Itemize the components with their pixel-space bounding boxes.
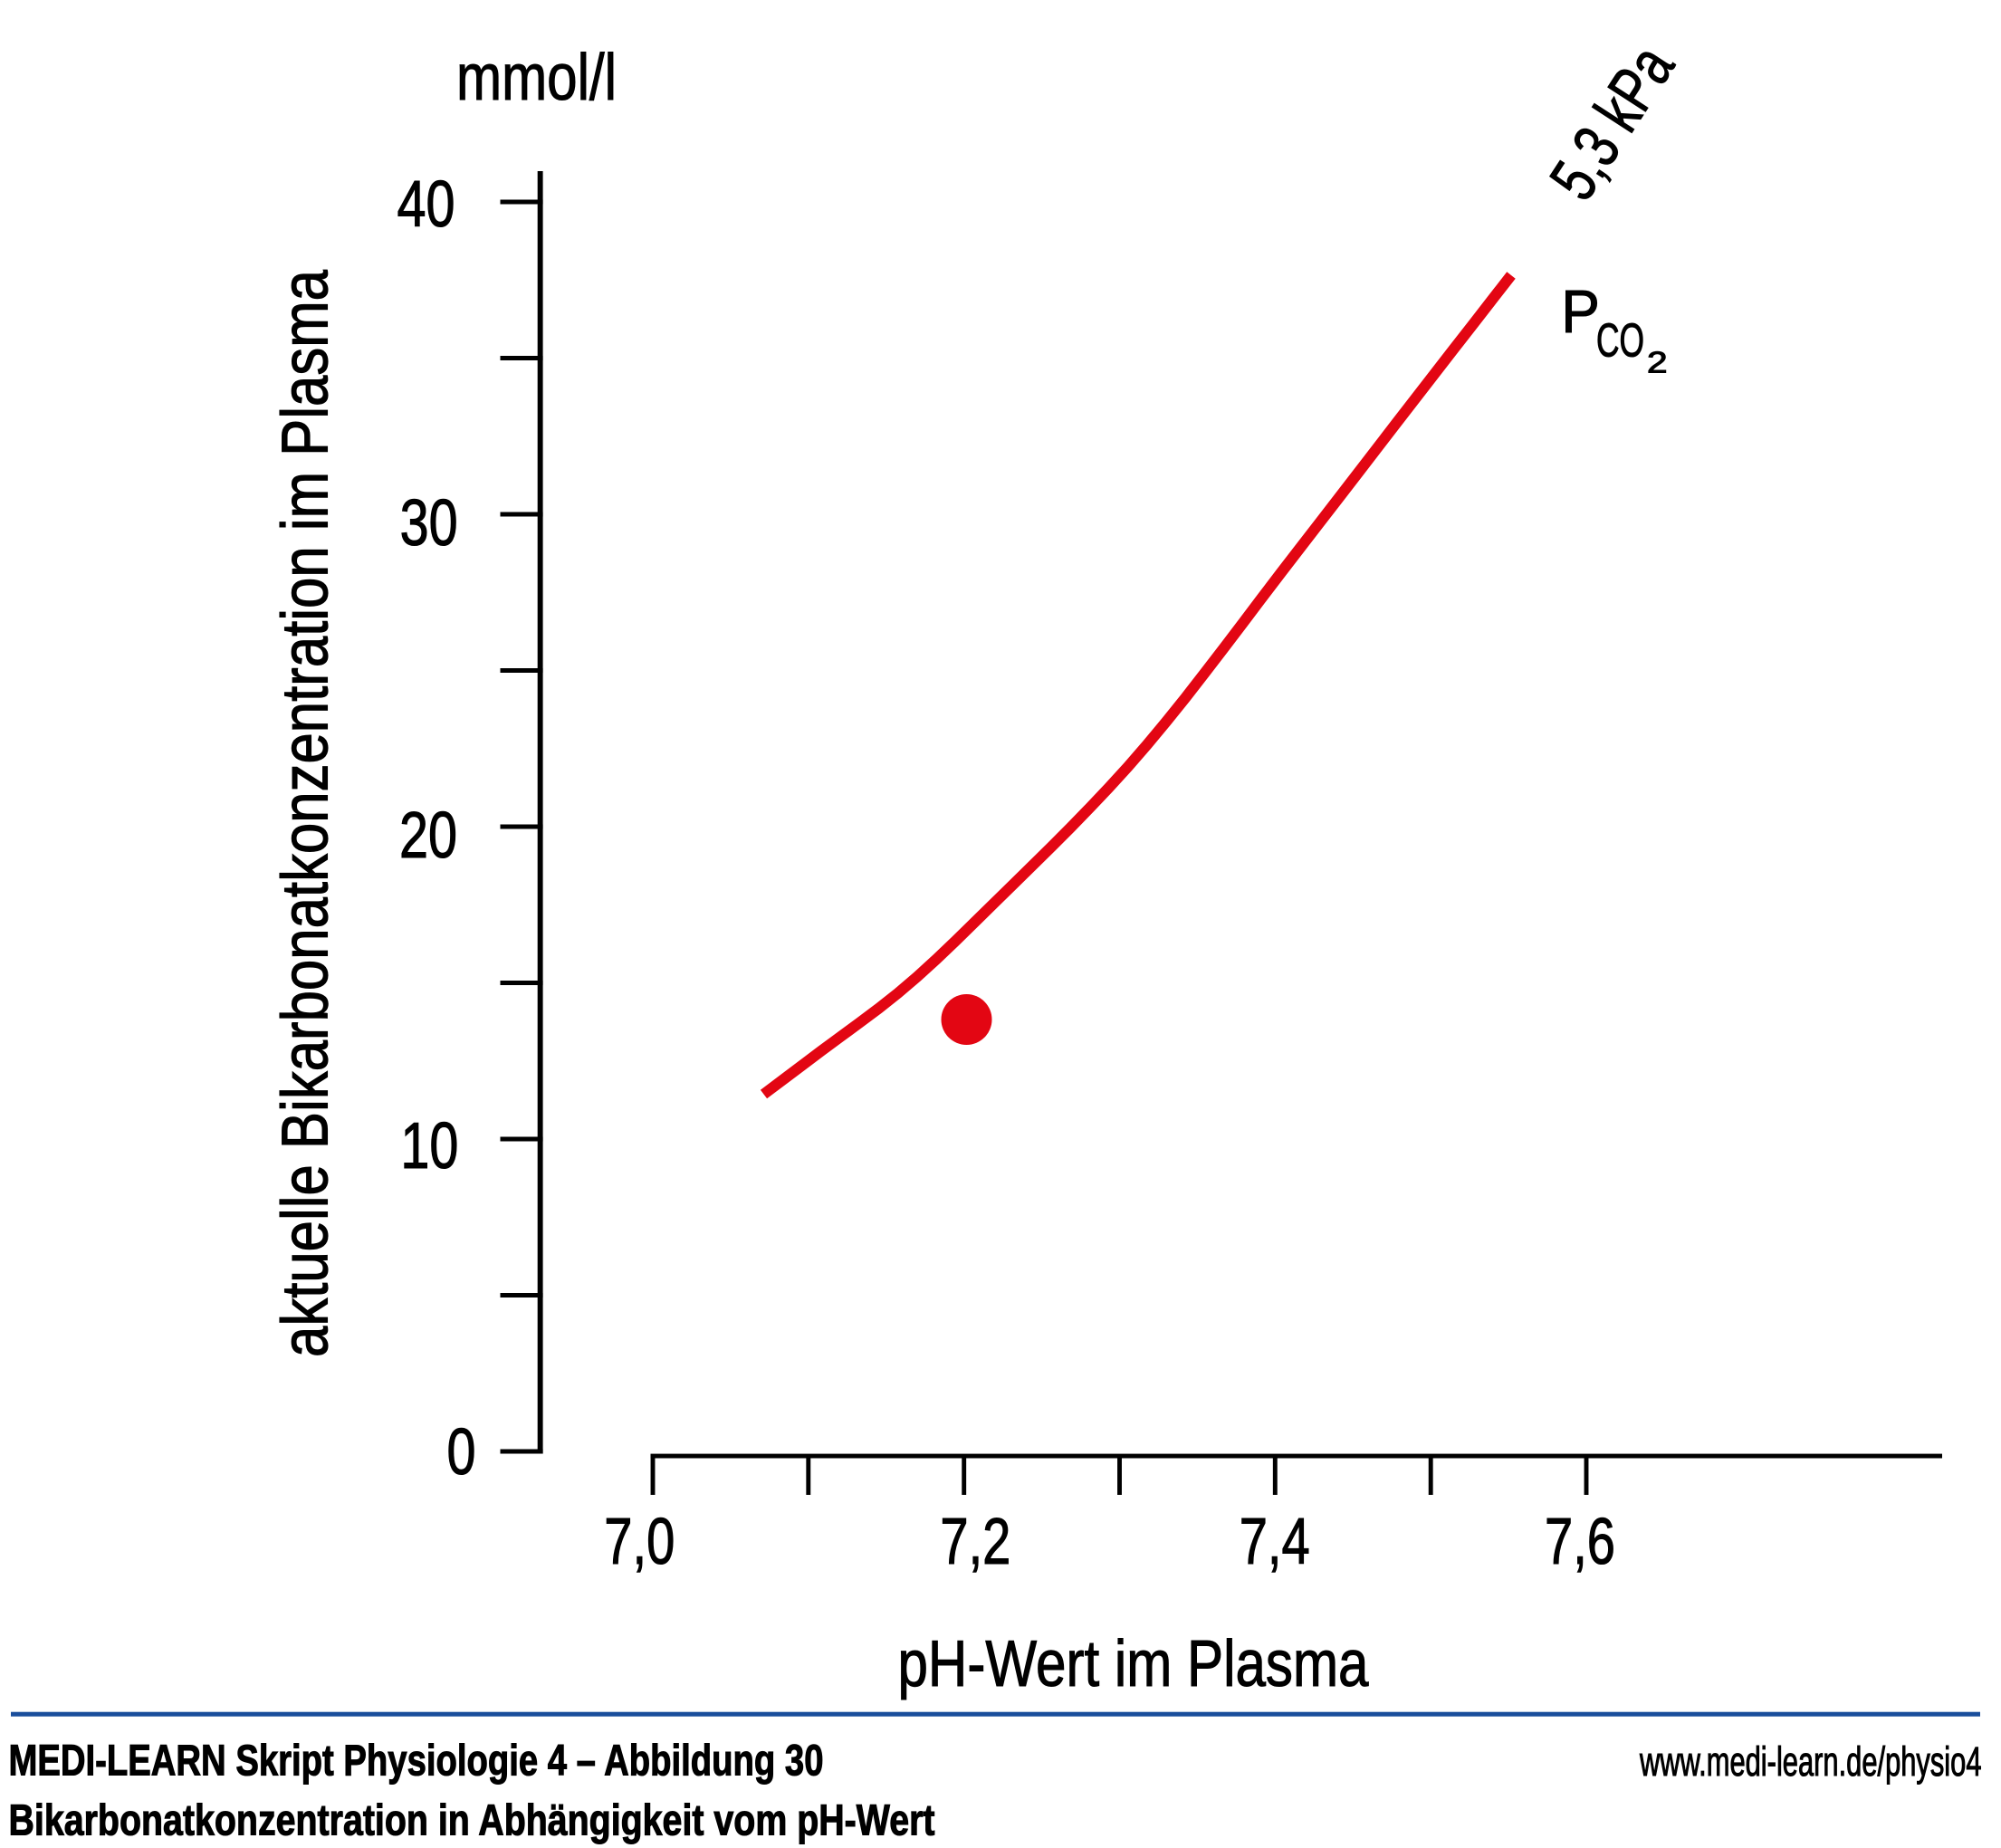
svg-text:7,2: 7,2 (940, 1506, 1010, 1578)
svg-text:7,0: 7,0 (604, 1506, 675, 1578)
svg-text:Bikarbonatkonzentration in Abh: Bikarbonatkonzentration in Abhängigkeit … (9, 1796, 935, 1844)
svg-text:aktuelle Bikarbonatkonzentrati: aktuelle Bikarbonatkonzentration im Plas… (270, 269, 342, 1357)
svg-text:7,6: 7,6 (1545, 1506, 1615, 1578)
svg-text:2: 2 (1647, 346, 1668, 379)
svg-text:CO: CO (1596, 315, 1644, 368)
svg-text:20: 20 (399, 800, 457, 872)
svg-text:7,4: 7,4 (1240, 1506, 1310, 1578)
svg-text:10: 10 (400, 1110, 458, 1183)
svg-text:30: 30 (400, 487, 458, 560)
svg-text:www.medi-learn.de/physio4: www.medi-learn.de/physio4 (1639, 1738, 1981, 1785)
svg-text:P: P (1561, 278, 1600, 346)
svg-text:0: 0 (447, 1416, 476, 1489)
svg-text:MEDI-LEARN Skript Physiologie: MEDI-LEARN Skript Physiologie 4 – Abbild… (9, 1738, 824, 1786)
svg-text:pH-Wert im Plasma: pH-Wert im Plasma (898, 1628, 1370, 1700)
svg-text:40: 40 (397, 168, 455, 241)
svg-text:mmol/l: mmol/l (456, 42, 617, 114)
